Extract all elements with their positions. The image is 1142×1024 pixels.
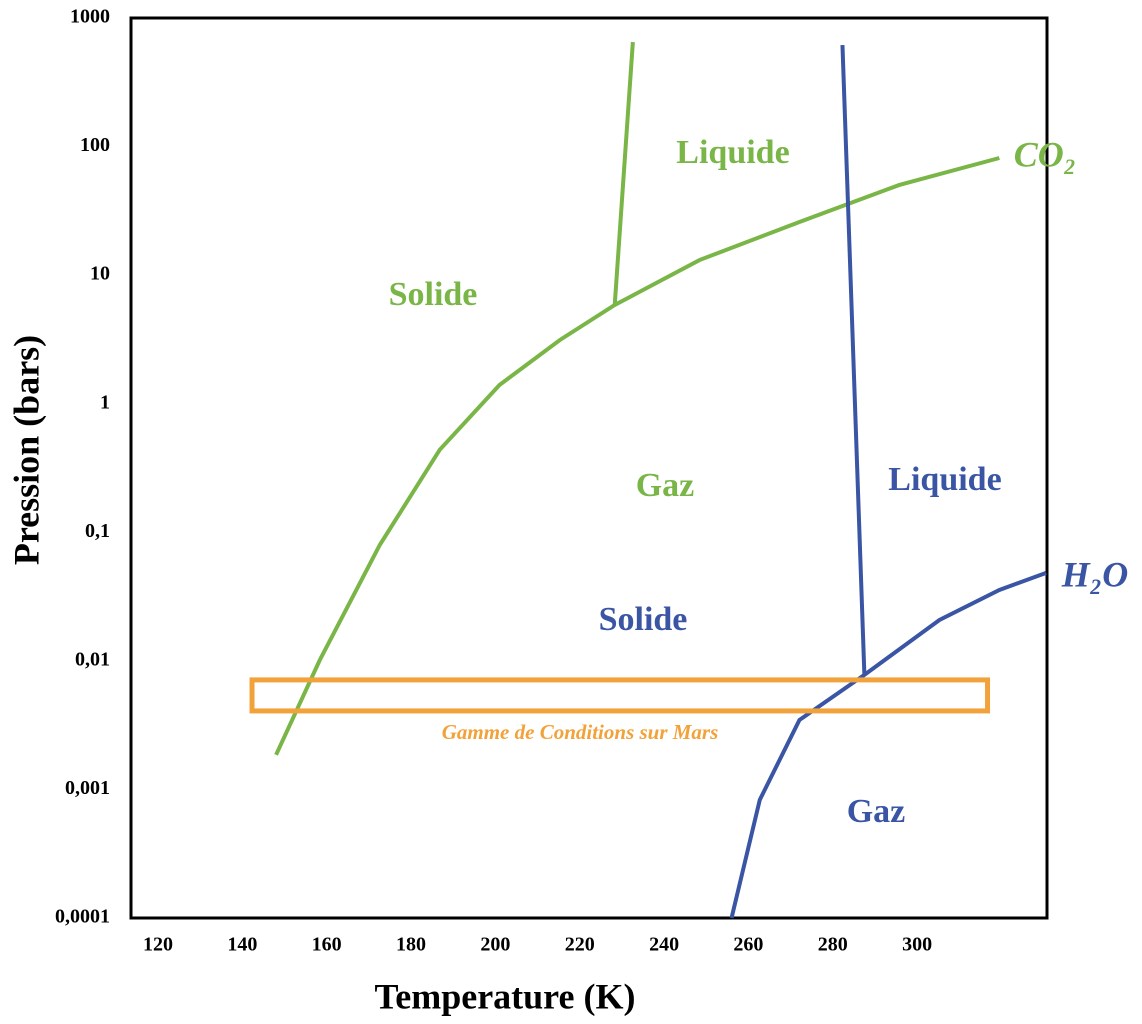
y-axis-label: Pression (bars) [6, 335, 46, 565]
mars-range-label: Gamme de Conditions sur Mars [442, 720, 719, 744]
region-label: Gaz [636, 467, 695, 504]
y-tick-label: 10 [90, 263, 110, 285]
x-tick-label: 220 [565, 934, 595, 956]
y-tick-label: 100 [80, 134, 110, 156]
region-label: CO₂ [1014, 134, 1077, 174]
region-label: Solide [599, 601, 688, 638]
region-label: Liquide [888, 461, 1001, 498]
x-tick-label: 280 [818, 934, 848, 956]
y-tick-label: 0,0001 [55, 906, 110, 928]
region-label: Gaz [847, 793, 906, 830]
x-tick-label: 140 [227, 934, 257, 956]
y-tick-label: 0,01 [75, 648, 110, 670]
x-tick-label: 200 [480, 934, 510, 956]
phase-curve [729, 571, 1047, 919]
phase-curve [840, 44, 867, 675]
x-tick-label: 120 [143, 934, 173, 956]
x-tick-label: 160 [312, 934, 342, 956]
phase-curve [274, 156, 1000, 756]
x-tick-label: 260 [733, 934, 763, 956]
y-tick-label: 0,001 [65, 777, 110, 799]
y-tick-label: 1000 [70, 6, 110, 28]
region-label: Liquide [676, 134, 789, 171]
y-tick-label: 1 [100, 391, 110, 413]
phase-curve [612, 41, 635, 306]
x-tick-label: 180 [396, 934, 426, 956]
region-label: Solide [389, 276, 478, 313]
region-label: H₂O [1061, 554, 1129, 594]
y-tick-label: 0,1 [85, 520, 110, 542]
x-axis-label: Temperature (K) [375, 976, 636, 1016]
plot-frame [129, 16, 1049, 920]
x-tick-label: 300 [902, 934, 932, 956]
mars-range-box [249, 677, 991, 714]
x-tick-label: 240 [649, 934, 679, 956]
